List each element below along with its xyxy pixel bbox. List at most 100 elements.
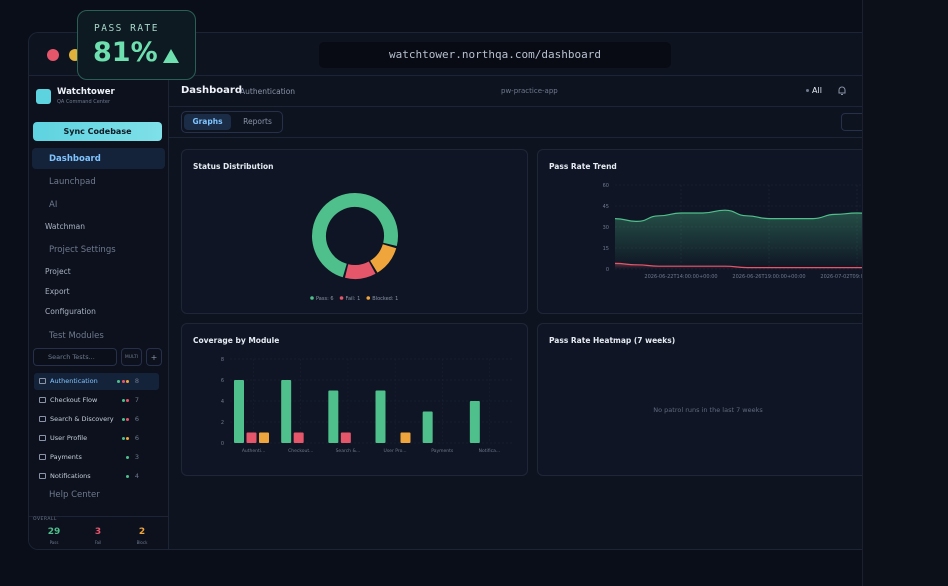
bar (328, 390, 339, 443)
line-series (614, 209, 862, 223)
bar (400, 432, 411, 443)
y-tick-label: 45 (603, 204, 609, 210)
y-tick-label: 8 (221, 357, 224, 363)
browser-window: watchtower.northqa.com/dashboard Watchto… (28, 32, 862, 550)
trend-up-icon (163, 49, 179, 63)
module-row[interactable]: Payments 3 (34, 449, 159, 466)
folder-icon (39, 378, 46, 384)
nav-item[interactable]: Project (45, 267, 71, 276)
heatmap-panel: Pass Rate Heatmap (7 weeks) No patrol ru… (537, 323, 862, 476)
nav-item[interactable]: AI (49, 200, 58, 210)
panel-title: Pass Rate Heatmap (7 weeks) (549, 336, 676, 345)
legend-dot (339, 296, 344, 300)
empty-message: No patrol runs in the last 7 weeks (653, 406, 763, 414)
tab[interactable]: Reports (243, 117, 272, 126)
x-tick-label: Payments (431, 448, 454, 454)
close-dot[interactable] (47, 49, 59, 61)
legend-label: Pass: 6 (316, 296, 334, 302)
tab[interactable]: Graphs (184, 114, 231, 130)
y-tick-label: 15 (603, 246, 609, 252)
help-link[interactable]: Help Center (49, 490, 100, 500)
y-tick-label: 6 (221, 378, 224, 384)
pass-rate-badge: PASS RATE 81% (77, 10, 196, 80)
folder-icon (39, 435, 46, 441)
stat-label: Pass (49, 540, 59, 545)
panel-title: Pass Rate Trend (549, 162, 617, 171)
status-dot (126, 380, 129, 383)
nav-item[interactable]: Configuration (45, 307, 96, 316)
brand-icon (36, 89, 51, 104)
bar (375, 390, 386, 443)
module-name: User Profile (50, 434, 88, 442)
line-series (614, 262, 862, 269)
bar (281, 380, 292, 443)
module-name: Search & Discovery (50, 415, 114, 423)
stat-value: 3 (94, 527, 102, 537)
module-row[interactable]: Authentication 8 (34, 373, 159, 390)
nav-item[interactable]: Test Modules (49, 331, 104, 341)
badge-value: 81% (93, 37, 158, 68)
y-tick-label: 60 (603, 183, 609, 189)
y-tick-label: 30 (603, 225, 609, 231)
module-name: Payments (50, 453, 82, 461)
tagline: QA Command Center (57, 99, 111, 105)
stat-label: Fail (94, 540, 102, 545)
url-bar[interactable]: watchtower.northqa.com/dashboard (319, 42, 671, 68)
sync-button[interactable]: Sync Codebase (33, 122, 162, 141)
status-dot (121, 418, 125, 421)
filter-all[interactable]: All (812, 86, 822, 95)
side-strip (862, 0, 948, 586)
x-tick-label: Authenti... (242, 448, 265, 454)
status-dot (121, 380, 125, 383)
module-count: 4 (134, 472, 139, 480)
x-tick-label: 2026-06-26T19:00:00+00:00 (732, 274, 805, 280)
legend-label: Fail: 1 (346, 296, 361, 302)
nav-item[interactable]: Export (45, 287, 70, 296)
filter-button[interactable] (841, 113, 862, 131)
stat-value: 2 (138, 527, 146, 537)
bar-chart: 0 2 4 6 8 Authenti... Checkout... Search &... Us… (221, 357, 513, 454)
module-row[interactable]: Checkout Flow 7 (34, 392, 159, 409)
legend-dot (310, 296, 314, 300)
module-name: Checkout Flow (50, 396, 98, 404)
status-dot (121, 437, 125, 440)
nav-item[interactable]: Watchman (45, 222, 86, 231)
page-title: Dashboard (181, 85, 242, 96)
divider (169, 106, 862, 107)
add-button[interactable]: + (146, 348, 162, 366)
search-input[interactable]: Search Tests... (33, 348, 117, 366)
status-dot (126, 418, 129, 421)
status-dot (126, 456, 129, 459)
breadcrumb[interactable]: Authentication (240, 87, 296, 96)
module-row[interactable]: Notifications 4 (34, 468, 159, 485)
panel-title: Coverage by Module (193, 336, 280, 345)
donut-segment (312, 193, 398, 278)
bar (293, 432, 304, 443)
module-name: Authentication (50, 377, 98, 385)
status-dot (117, 380, 120, 383)
y-tick-label: 0 (221, 441, 224, 447)
stat-value: 29 (47, 527, 61, 537)
line-area (615, 210, 862, 269)
module-count: 6 (134, 434, 139, 442)
legend-dot (366, 296, 371, 300)
nav-item[interactable]: Launchpad (49, 177, 96, 187)
divider (169, 137, 862, 138)
module-row[interactable]: User Profile 6 (34, 430, 159, 447)
nav-item[interactable]: Dashboard (49, 154, 101, 164)
x-tick-label: User Pro... (384, 448, 407, 454)
project-name: pw-practice-app (501, 87, 558, 95)
module-row[interactable]: Search & Discovery 6 (34, 411, 159, 428)
module-name: Notifications (50, 472, 91, 480)
status-dot (126, 437, 129, 440)
nav-item[interactable]: Project Settings (49, 245, 116, 255)
donut-segment (369, 243, 397, 273)
donut-chart: Pass: 6 Fail: 1 Blocked: 1 (310, 193, 398, 302)
folder-icon (39, 473, 46, 479)
module-count: 7 (134, 396, 139, 404)
bell-icon[interactable] (837, 85, 847, 96)
multi-button[interactable]: MULTI (121, 348, 142, 366)
status-dot (126, 475, 129, 478)
line-chart: 0 15 30 45 60 2026-06-22T14:00:00+00:00 2026-0… (603, 183, 862, 280)
